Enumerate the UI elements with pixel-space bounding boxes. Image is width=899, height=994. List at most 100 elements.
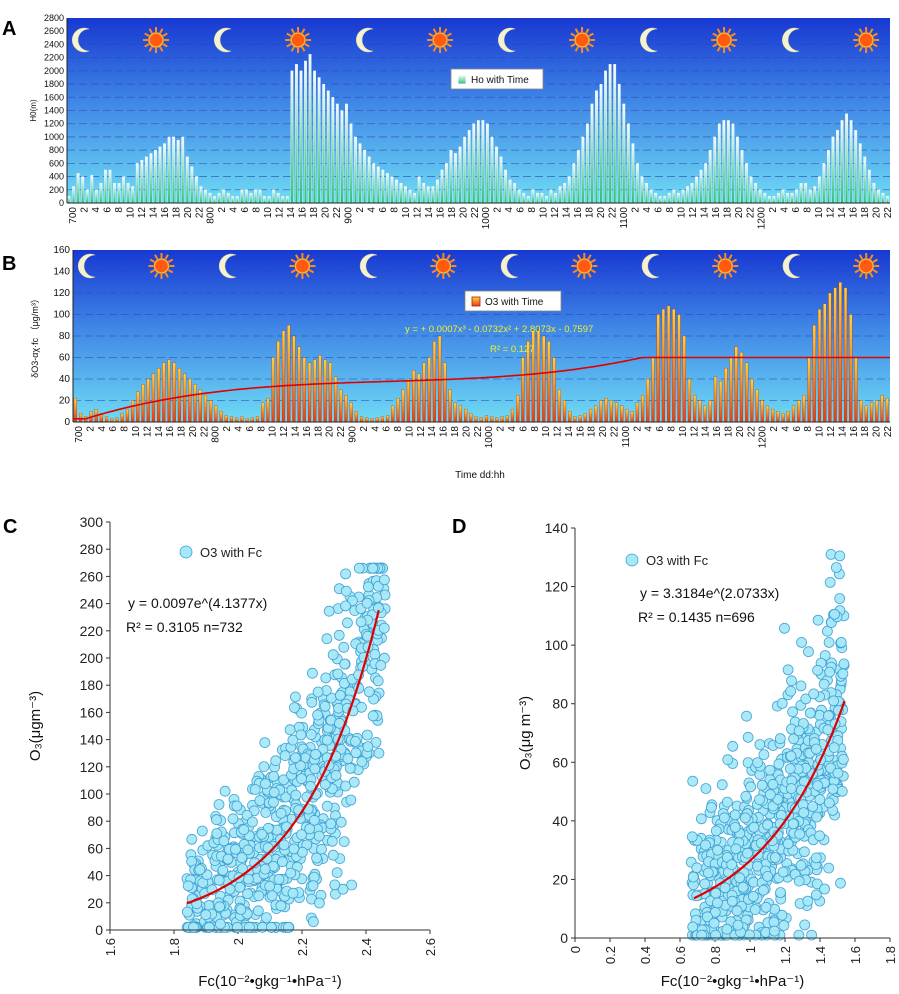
scatter-point xyxy=(203,921,215,933)
scatter-point xyxy=(238,824,250,836)
moon-shape xyxy=(356,27,374,53)
scatter-point xyxy=(290,789,302,801)
bar xyxy=(526,196,530,204)
x-tick-label: 16 xyxy=(298,207,309,219)
bar xyxy=(745,163,748,204)
sun-ray xyxy=(149,258,156,263)
sun-ray xyxy=(305,254,310,260)
scatter-point xyxy=(295,760,306,772)
scatter-point xyxy=(785,783,797,794)
x-tick-label: 20 xyxy=(188,426,199,438)
bar xyxy=(105,416,109,423)
sun-ray xyxy=(154,254,159,260)
x-tick-label: 2 xyxy=(231,938,246,945)
bar xyxy=(781,413,785,423)
bar xyxy=(698,400,702,423)
scatter-point xyxy=(778,920,790,931)
sun-ray xyxy=(301,46,306,52)
bar xyxy=(479,417,483,423)
sun-ray xyxy=(290,46,295,52)
sun-icon xyxy=(285,27,312,53)
x-tick-label: 10 xyxy=(263,207,274,219)
sun-ray xyxy=(570,32,576,37)
legend-swatch xyxy=(471,296,481,307)
scatter-point xyxy=(340,585,352,597)
y-tick-label: 1800 xyxy=(44,79,64,89)
x-tick-label: 16 xyxy=(165,426,176,438)
x-tick-label: 8 xyxy=(256,426,267,432)
bar xyxy=(676,192,680,204)
scatter-point xyxy=(273,874,285,885)
moon-shape xyxy=(78,253,96,279)
moon-shape xyxy=(498,27,516,53)
scatter-point xyxy=(769,852,781,863)
scatter-point xyxy=(194,864,206,875)
x-tick-label: 4 xyxy=(370,426,381,432)
bar xyxy=(547,341,551,423)
bar xyxy=(157,368,161,423)
scatter-point xyxy=(719,882,731,894)
sun-ray xyxy=(590,258,597,263)
scatter-point xyxy=(372,675,384,687)
bar xyxy=(331,97,335,204)
bar xyxy=(113,183,116,204)
x-tick-label: 2 xyxy=(632,426,643,432)
x-tick-label: 16 xyxy=(849,426,860,438)
sun-icon xyxy=(569,27,596,53)
scatter-point xyxy=(355,616,367,628)
bar xyxy=(299,70,303,204)
sun-ray xyxy=(730,43,736,48)
moon-icon xyxy=(359,253,377,279)
sun-ray xyxy=(587,272,592,278)
scatter-point xyxy=(320,672,332,684)
scatter-point xyxy=(333,629,345,641)
bar xyxy=(641,394,645,423)
bar xyxy=(458,405,463,423)
bar xyxy=(754,183,758,204)
bar xyxy=(263,196,266,204)
bar xyxy=(686,186,689,204)
moon-icon xyxy=(500,253,518,279)
sun-ray xyxy=(717,272,723,278)
bar xyxy=(125,408,129,423)
bar xyxy=(302,357,306,423)
sun-core xyxy=(574,32,590,48)
x-tick-label: 1.8 xyxy=(883,946,898,964)
scatter-point xyxy=(282,921,294,933)
x-tick-label: 1.6 xyxy=(848,946,863,964)
scatter-point xyxy=(353,562,365,574)
y-tick-label: 60 xyxy=(87,840,103,856)
bar xyxy=(877,189,880,204)
scatter-point xyxy=(305,729,317,740)
bar xyxy=(217,192,221,204)
x-tick-label: 2 xyxy=(79,207,90,213)
bar xyxy=(131,400,135,423)
scatter-point xyxy=(782,838,794,850)
x-tick-label: 16 xyxy=(573,207,584,219)
scatter-point xyxy=(285,867,297,879)
bar xyxy=(235,196,239,204)
bar xyxy=(802,394,806,423)
x-tick-label: 10 xyxy=(539,207,550,219)
bar xyxy=(854,357,858,423)
scatter-point xyxy=(834,593,846,604)
scatter-point xyxy=(265,921,277,933)
sun-ray xyxy=(728,254,733,260)
x-tick-label: 20 xyxy=(325,426,336,438)
scatter-point xyxy=(767,778,779,790)
bar xyxy=(464,408,468,423)
bar xyxy=(781,189,785,204)
bar xyxy=(386,415,390,423)
sun-ray xyxy=(731,269,738,274)
x-tick-label: 12 xyxy=(826,207,837,219)
scatter-point xyxy=(259,737,271,748)
x-tick-label: 20 xyxy=(461,426,472,438)
sun-ray xyxy=(713,269,719,274)
bar xyxy=(372,163,376,204)
bar xyxy=(422,183,426,204)
bar xyxy=(272,189,276,204)
bar xyxy=(435,179,439,204)
bar xyxy=(258,189,262,204)
bar xyxy=(467,130,471,204)
bar xyxy=(849,120,853,204)
